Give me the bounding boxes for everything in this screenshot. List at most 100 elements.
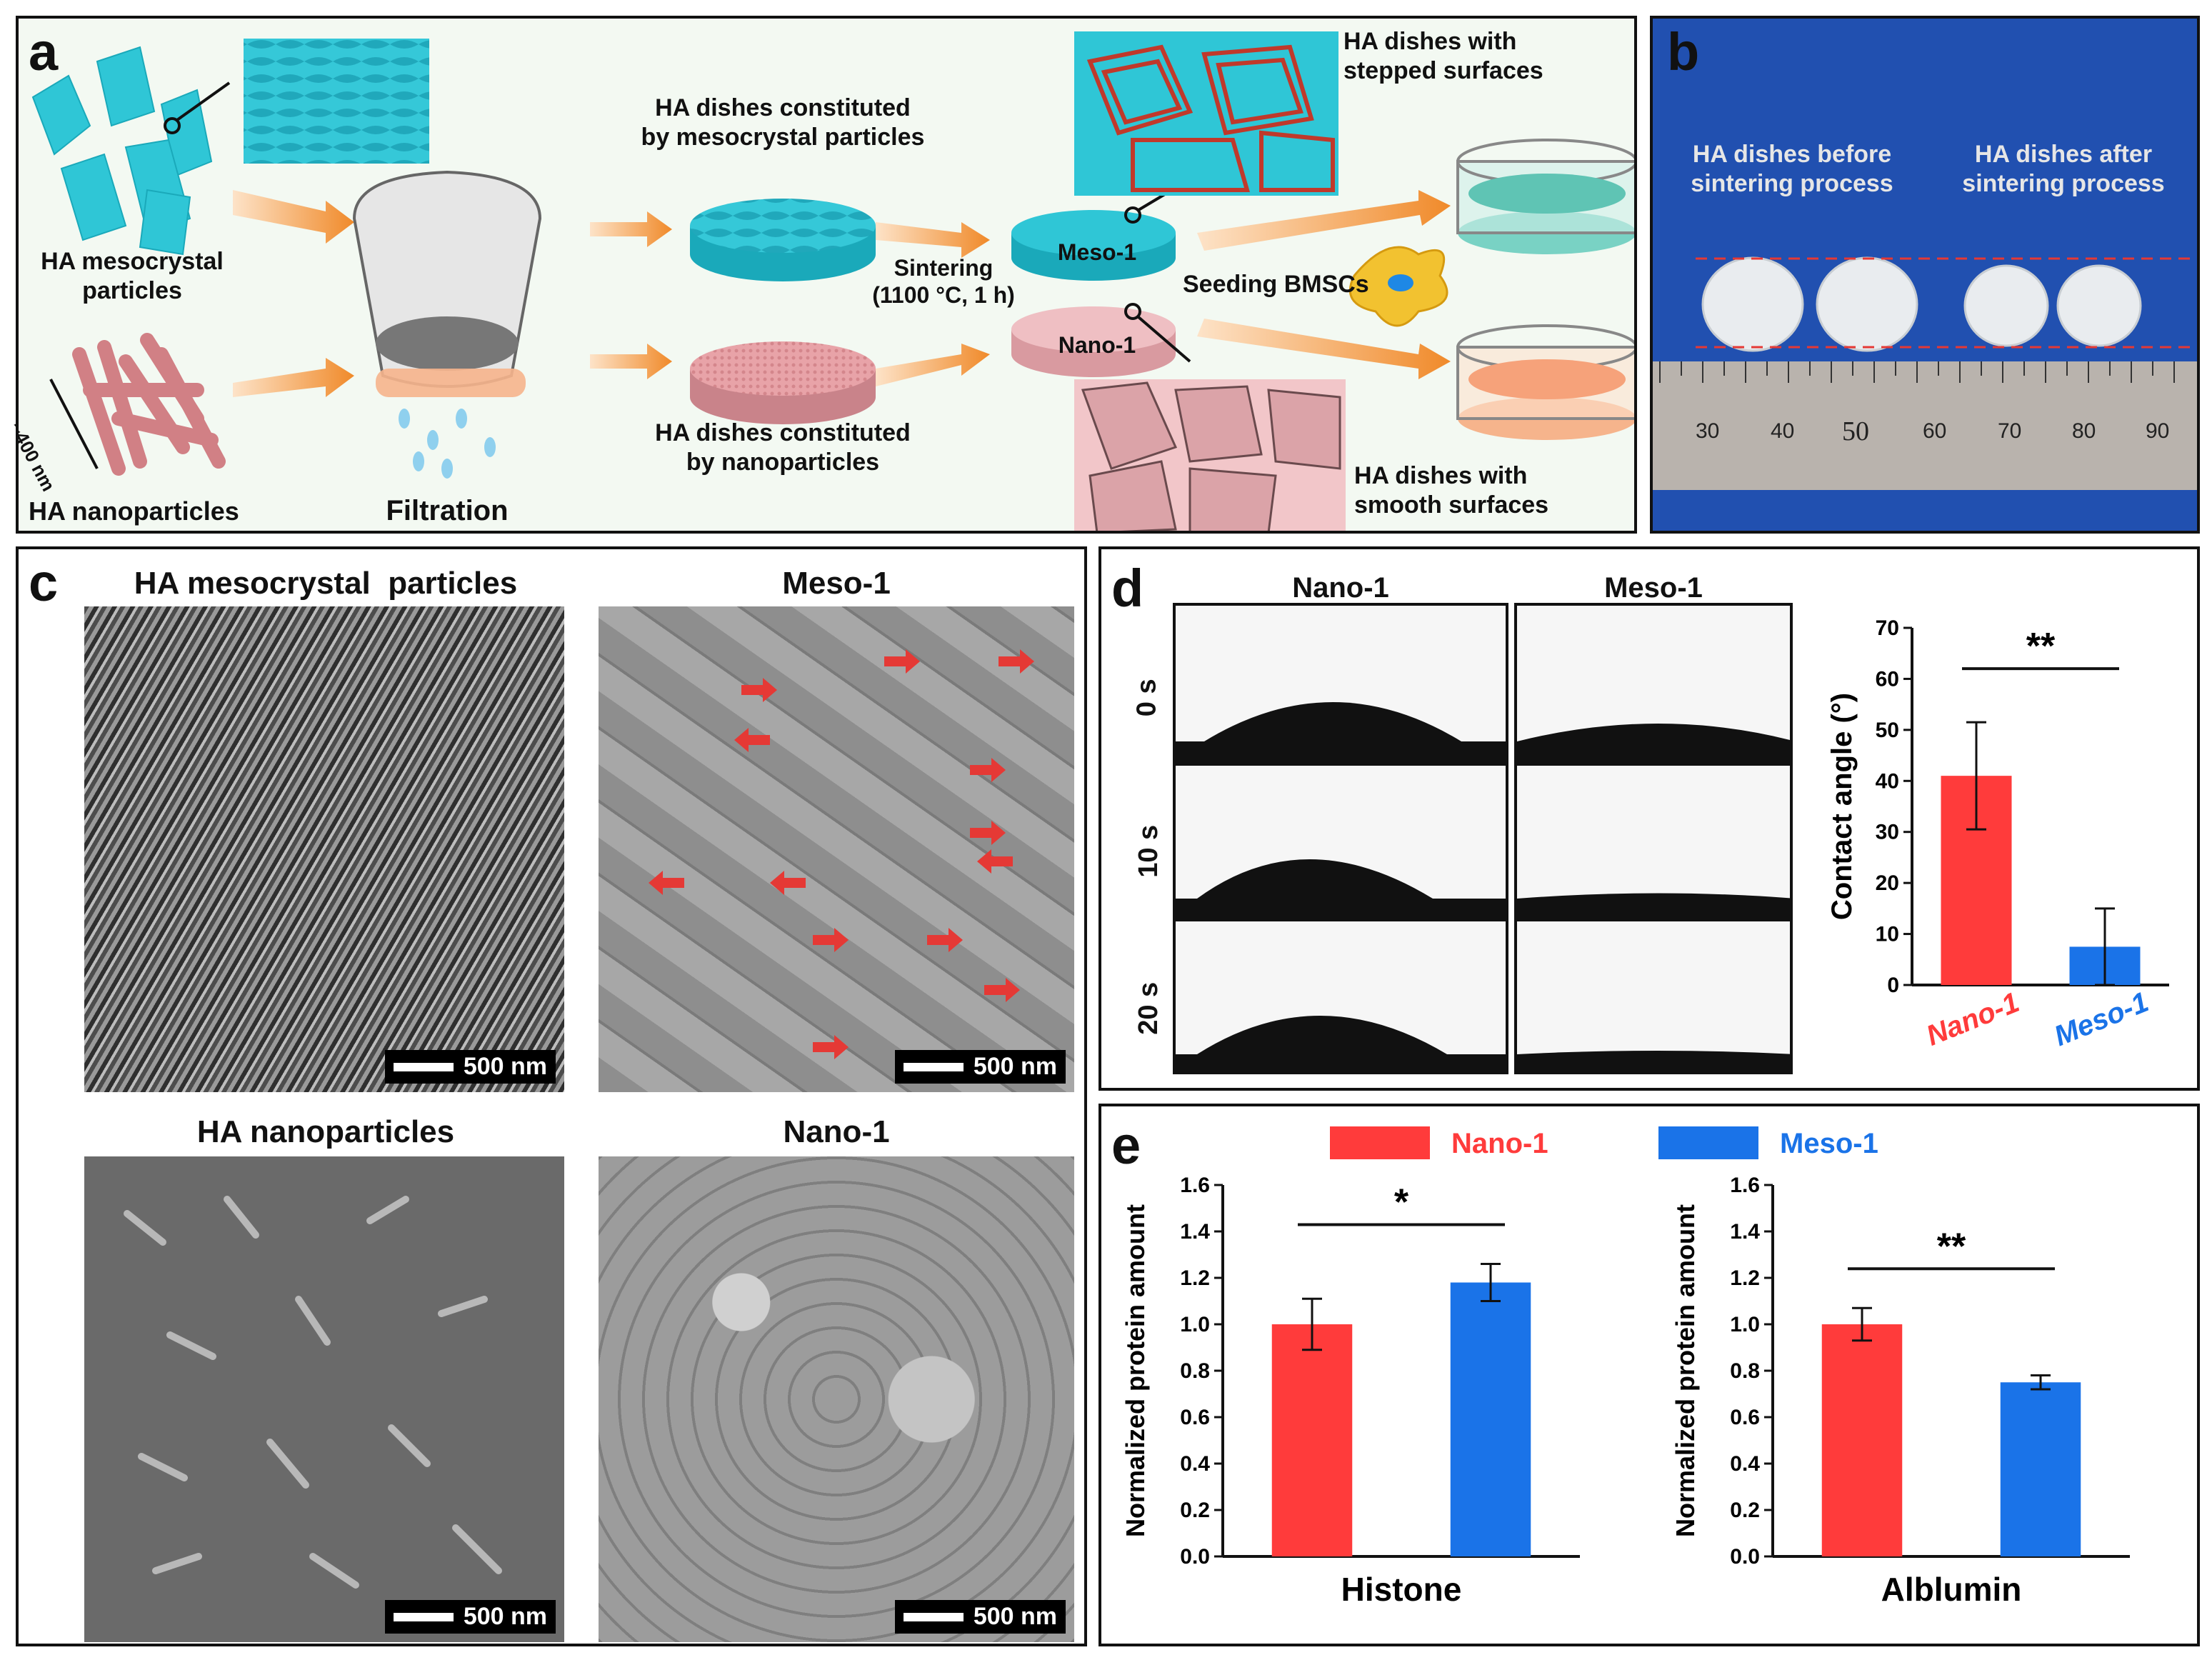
panel-b-photo [1653, 19, 2197, 531]
column-label-nano: Nano-1 [1292, 572, 1389, 604]
nanoparticle-label: HA nanoparticles [29, 496, 239, 526]
y-tick-label: 70 [1876, 616, 1899, 640]
y-tick-label: 10 [1876, 923, 1899, 946]
y-tick-label: 0.4 [1180, 1452, 1210, 1476]
scale-bar: 500 nm [384, 1050, 556, 1084]
panel-e: e Nano-1 Meso-1 0.0 0.2 0.4 0.6 0.8 1.0 1.2 1.4… [1099, 1104, 2200, 1646]
panel-a-label: a [29, 22, 59, 81]
droplet-image-grid-nano [1173, 603, 1508, 1074]
y-tick-label: 0.0 [1730, 1545, 1760, 1569]
sem-title-meso1: Meso-1 [782, 566, 891, 601]
sem-image-meso-particles: 500 nm [84, 606, 564, 1092]
before-label: HA dishes before sintering process [1691, 141, 1893, 197]
time-label-20s: 20 s [1133, 981, 1164, 1035]
y-tick-label: 0 [1887, 974, 1899, 997]
ruler-tick-50: 50 [1842, 416, 1869, 446]
scale-bar: 500 nm [894, 1050, 1066, 1084]
y-axis-label: Normalized protein amount [1671, 1204, 1700, 1537]
time-label-10s: 10 s [1133, 824, 1164, 878]
grain-boundary-arrows [649, 649, 1034, 1059]
bar-meso-1 [2000, 1382, 2081, 1556]
legend-swatch-nano [1330, 1126, 1430, 1159]
y-tick-label: 60 [1876, 667, 1899, 691]
y-tick-label: 0.8 [1180, 1359, 1210, 1383]
y-tick-label: 0.0 [1180, 1545, 1210, 1569]
panel-a-illustration [31, 31, 1634, 531]
ruler-labels: 30 40 50 60 70 80 90 [1653, 416, 2197, 461]
albumin-protein-chart: 0.0 0.2 0.4 0.6 0.8 1.0 1.2 1.4 1.6 ** Normalized … [1671, 1174, 2130, 1608]
dish-nano-label: HA dishes constituted by nanoparticles [655, 419, 911, 476]
ruler-tick-30: 30 [1696, 419, 1720, 443]
y-axis-label: Contact angle (°) [1826, 693, 1858, 920]
panel-d: d Nano-1 Meso-1 0 s 10 s 20 s 0 10 20 30 40 5… [1099, 546, 2200, 1091]
y-tick-label: 1.0 [1180, 1313, 1210, 1336]
ruler-tick-60: 60 [1923, 419, 1947, 443]
sem-title-nano1: Nano-1 [783, 1114, 890, 1149]
panel-d-label: d [1111, 559, 1144, 618]
panel-b-label: b [1667, 22, 1700, 81]
legend-label-meso: Meso-1 [1780, 1128, 1878, 1159]
scale-bar: 500 nm [894, 1600, 1066, 1634]
y-tick-label: 1.6 [1730, 1174, 1760, 1197]
droplet-image-grid-meso [1514, 603, 1793, 1074]
bar-nano-1 [1821, 1324, 1903, 1556]
y-axis-label: Normalized protein amount [1121, 1204, 1150, 1537]
sem-title-meso-particles: HA mesocrystal particles [134, 566, 518, 601]
legend-label-nano: Nano-1 [1451, 1128, 1548, 1159]
x-tick-label: Meso-1 [2050, 986, 2153, 1052]
y-tick-label: 1.4 [1180, 1220, 1210, 1244]
sintering-label: Sintering (1100 °C, 1 h) [872, 255, 1015, 309]
y-tick-label: 0.2 [1730, 1499, 1760, 1522]
x-tick-label: Nano-1 [1922, 986, 2023, 1052]
histone-protein-chart: 0.0 0.2 0.4 0.6 0.8 1.0 1.2 1.4 1.6 * Normalized p… [1121, 1174, 1580, 1608]
after-label: HA dishes after sintering process [1962, 141, 2165, 197]
legend: Nano-1 Meso-1 [1330, 1121, 1973, 1164]
x-axis-label: Histone [1341, 1571, 1462, 1608]
panel-a: a HA mesocrystal particles HA nanopartic… [6, 16, 1637, 534]
sem-image-nanoparticles: 500 nm [84, 1156, 564, 1642]
y-tick-label: 0.6 [1180, 1406, 1210, 1429]
bar-nano-1 [1271, 1324, 1353, 1556]
nano1-dish-label: Nano-1 [1058, 332, 1136, 358]
panel-b: b HA dishes before sintering process HA … [1650, 16, 2200, 534]
legend-swatch-meso [1658, 1126, 1758, 1159]
y-tick-label: 1.2 [1730, 1266, 1760, 1290]
panel-e-label: e [1111, 1116, 1141, 1175]
y-tick-label: 40 [1876, 769, 1899, 793]
y-tick-label: 50 [1876, 719, 1899, 742]
sem-image-nano1: 500 nm [599, 1156, 1074, 1642]
bar-meso-1 [1450, 1282, 1531, 1556]
contact-angle-chart: 0 10 20 30 40 50 60 70 Nano-1 Meso-1 ** Contact ang… [1826, 616, 2169, 1052]
panel-c: c HA mesocrystal particles Meso-1 HA nan… [16, 546, 1087, 1646]
mesocrystal-label: HA mesocrystal particles [41, 248, 224, 304]
sem-image-meso1: 500 nm [599, 606, 1074, 1092]
y-tick-label: 1.4 [1730, 1220, 1760, 1244]
significance-marker: * [1394, 1182, 1409, 1224]
y-tick-label: 0.4 [1730, 1452, 1760, 1476]
ruler-tick-40: 40 [1771, 419, 1795, 443]
filtration-label: Filtration [386, 495, 509, 526]
smooth-label: HA dishes with smooth surfaces [1354, 462, 1549, 519]
scale-bar: 500 nm [384, 1600, 556, 1634]
significance-marker: ** [2026, 626, 2056, 667]
dish-meso-label: HA dishes constituted by mesocrystal par… [641, 94, 925, 151]
y-tick-label: 1.6 [1180, 1174, 1210, 1197]
y-tick-label: 30 [1876, 821, 1899, 844]
y-tick-label: 0.6 [1730, 1406, 1760, 1429]
ruler-tick-70: 70 [1998, 419, 2022, 443]
column-label-meso: Meso-1 [1604, 572, 1703, 604]
x-axis-label: Alblumin [1881, 1571, 2022, 1608]
meso1-dish-label: Meso-1 [1057, 239, 1137, 265]
time-label-0s: 0 s [1131, 679, 1162, 717]
y-tick-label: 0.2 [1180, 1499, 1210, 1522]
significance-marker: ** [1937, 1226, 1966, 1267]
y-tick-label: 20 [1876, 871, 1899, 895]
y-tick-label: 0.8 [1730, 1359, 1760, 1383]
ruler-tick-90: 90 [2146, 419, 2170, 443]
ruler-tick-80: 80 [2072, 419, 2096, 443]
sem-title-nanoparticles: HA nanoparticles [196, 1114, 455, 1149]
panel-c-label: c [29, 553, 59, 612]
y-tick-label: 1.0 [1730, 1313, 1760, 1336]
y-tick-label: 1.2 [1180, 1266, 1210, 1290]
seeding-label: Seeding BMSCs [1183, 271, 1369, 298]
